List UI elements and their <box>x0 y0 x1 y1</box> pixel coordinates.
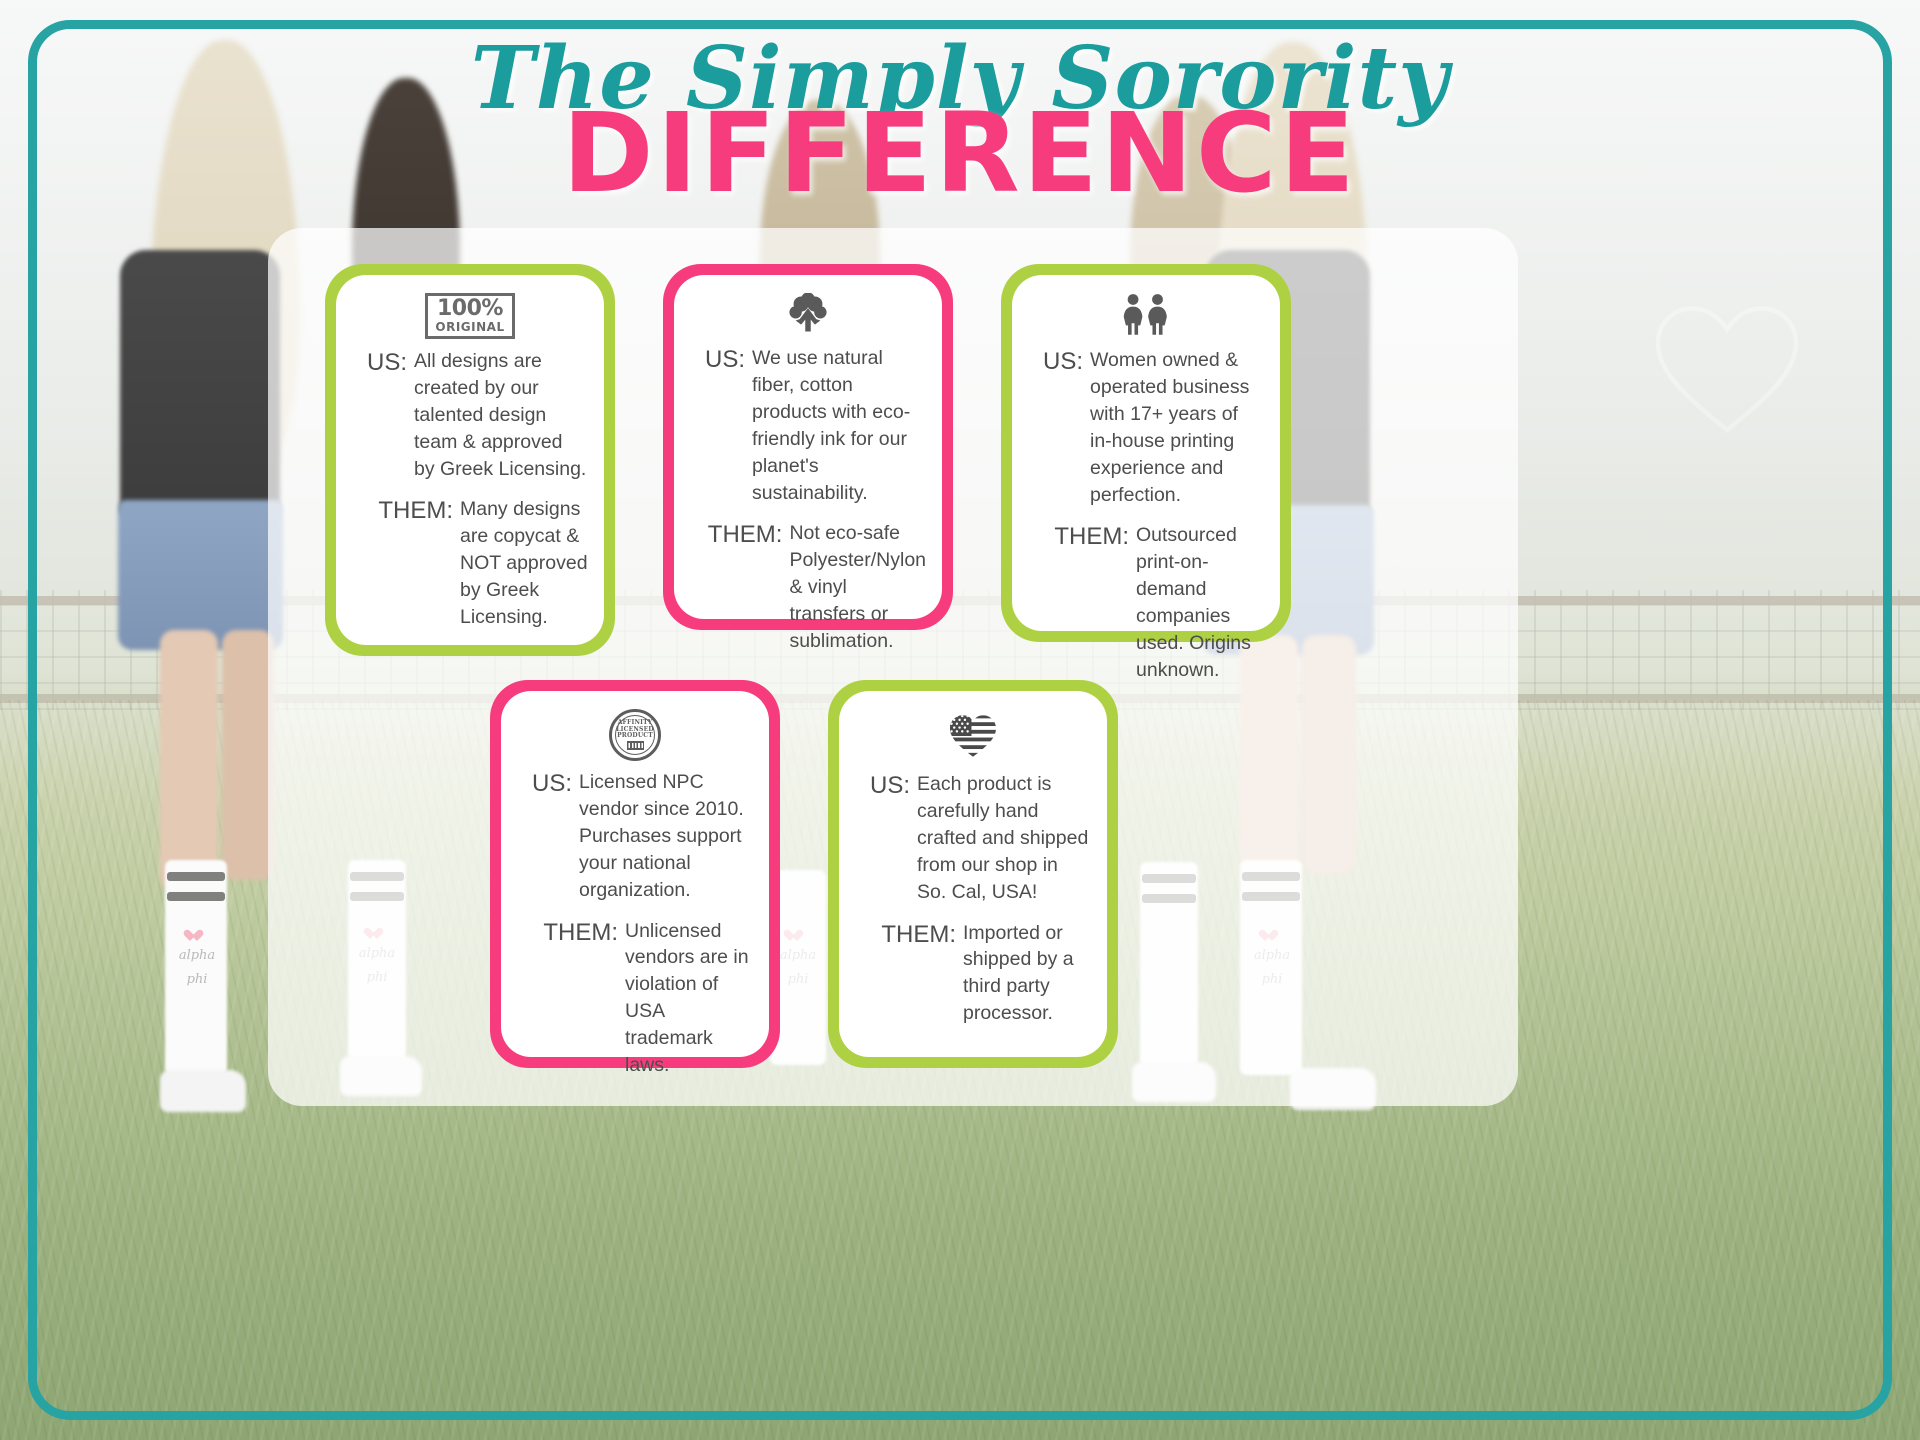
them-label: THEM: <box>543 918 618 946</box>
them-label: THEM: <box>378 497 453 525</box>
seal-line-2: LICENSED <box>616 725 654 733</box>
us-text: We use natural fiber, cotton products wi… <box>752 347 911 504</box>
comparison-card-original-designs: 100% ORIGINAL US: All designs are create… <box>325 264 615 656</box>
title-bold-line: DIFFERENCE <box>562 89 1358 218</box>
them-block: THEM: Many designs are copycat & NOT app… <box>352 496 588 631</box>
comparison-card-made-in-usa: US: Each product is carefully hand craft… <box>828 680 1118 1068</box>
them-text: Outsourced print-on-demand companies use… <box>1136 524 1251 681</box>
us-block: US: All designs are created by our talen… <box>352 348 588 483</box>
them-label: THEM: <box>1054 523 1129 551</box>
heart-outline-decoration <box>1655 306 1799 433</box>
card-icon-wrap <box>690 293 926 337</box>
us-block: US: Each product is carefully hand craft… <box>855 771 1091 906</box>
us-label: US: <box>531 770 572 797</box>
affinity-licensed-product-seal-icon: AFFINITY LICENSED PRODUCT <box>609 709 661 761</box>
us-label: US: <box>704 346 745 373</box>
us-block: US: Licensed NPC vendor since 2010. Purc… <box>517 769 753 904</box>
seal-line-1: AFFINITY <box>617 718 653 726</box>
stamp-line-1: 100% <box>437 296 503 322</box>
us-label: US: <box>1042 348 1083 375</box>
title-script-line: The Simply Sorority <box>470 28 1450 129</box>
card-icon-wrap: 100% ORIGINAL <box>352 293 588 340</box>
card-icon-wrap <box>855 709 1091 763</box>
seal-column-graphic <box>626 741 644 751</box>
comparison-cards-row-2: AFFINITY LICENSED PRODUCT US: Licensed N… <box>490 680 1118 1076</box>
them-text: Unlicensed vendors are in violation of U… <box>625 919 749 1077</box>
them-block: THEM: Not eco-safe Polyester/Nylon & vin… <box>690 520 926 655</box>
us-block: US: Women owned & operated business with… <box>1028 347 1264 508</box>
card-icon-wrap: AFFINITY LICENSED PRODUCT <box>517 709 753 761</box>
them-block: THEM: Imported or shipped by a third par… <box>855 920 1091 1028</box>
100-percent-original-stamp-icon: 100% ORIGINAL <box>425 293 515 340</box>
stamp-line-2: ORIGINAL <box>435 320 505 335</box>
them-block: THEM: Unlicensed vendors are in violatio… <box>517 918 753 1079</box>
us-text: Women owned & operated business with 17+… <box>1090 349 1250 506</box>
them-text: Many designs are copycat & NOT approved … <box>460 498 588 629</box>
comparison-card-women-owned-business: US: Women owned & operated business with… <box>1001 264 1291 681</box>
sock-label-left: alpha <box>178 948 216 963</box>
us-block: US: We use natural fiber, cotton product… <box>690 345 926 506</box>
them-block: THEM: Outsourced print-on-demand compani… <box>1028 522 1264 683</box>
them-label: THEM: <box>881 920 956 948</box>
them-label: THEM: <box>707 521 783 549</box>
comparison-card-eco-friendly-materials: US: We use natural fiber, cotton product… <box>663 264 953 652</box>
them-text: Not eco-safe Polyester/Nylon & vinyl tra… <box>789 522 927 653</box>
us-text: All designs are created by our talented … <box>414 349 587 480</box>
us-text: Each product is carefully hand crafted a… <box>917 773 1089 903</box>
us-text: Licensed NPC vendor since 2010. Purchase… <box>579 771 744 901</box>
comparison-cards-row-1: 100% ORIGINAL US: All designs are create… <box>325 264 1291 681</box>
two-women-icon <box>1123 294 1167 335</box>
comparison-card-licensed-npc-vendor: AFFINITY LICENSED PRODUCT US: Licensed N… <box>490 680 780 1076</box>
card-icon-wrap <box>1028 293 1264 339</box>
seal-line-3: PRODUCT <box>617 732 653 740</box>
cotton-boll-icon <box>789 293 827 332</box>
us-label: US: <box>366 348 407 376</box>
us-label: US: <box>869 772 910 799</box>
them-text: Imported or shipped by a third party pro… <box>963 921 1074 1025</box>
page-header: The Simply Sorority DIFFERENCE <box>0 28 1920 218</box>
sock-label-left-2: phi <box>186 972 208 987</box>
usa-flag-heart-icon <box>950 715 996 757</box>
